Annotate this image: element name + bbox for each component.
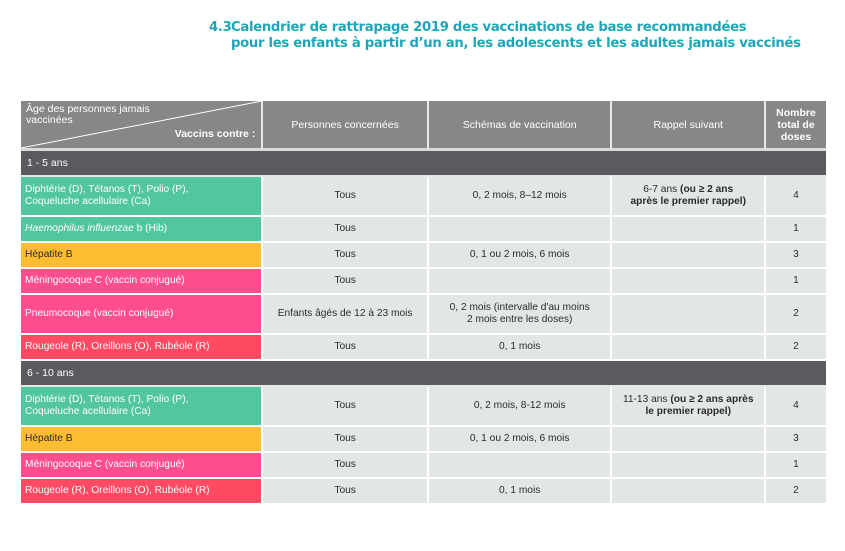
group-row: 1 - 5 ans — [21, 151, 826, 177]
table-row: Méningocoque C (vaccin conjugué) Tous 1 — [21, 269, 826, 295]
table-row: Rougeole (R), Oreillons (O), Rubéole (R)… — [21, 335, 826, 361]
doses-cell: 1 — [766, 453, 826, 479]
schema-cell — [428, 217, 613, 243]
rappel-cell — [612, 217, 767, 243]
rappel-cell — [612, 243, 767, 269]
vaccine-cell: Hépatite B — [21, 427, 264, 453]
doses-cell: 2 — [766, 295, 826, 335]
schema-cell — [428, 269, 613, 295]
personnes-cell: Tous — [263, 269, 429, 295]
rappel-cell — [612, 453, 767, 479]
header-personnes: Personnes concernées — [263, 101, 429, 151]
table-header-row: Âge des personnes jamais vaccinées Vacci… — [21, 101, 826, 151]
doses-cell: 4 — [766, 177, 826, 217]
personnes-cell: Tous — [263, 177, 429, 217]
doses-cell: 2 — [766, 335, 826, 361]
schema-cell: 0, 2 mois, 8-12 mois — [428, 387, 613, 427]
vaccine-cell: Pneumocoque (vaccin conjugué) — [21, 295, 264, 335]
schema-cell: 0, 2 mois, 8–12 mois — [428, 177, 613, 217]
table-row: Hépatite B Tous 0, 1 ou 2 mois, 6 mois 3 — [21, 427, 826, 453]
personnes-cell: Tous — [263, 387, 429, 427]
doses-cell: 1 — [766, 269, 826, 295]
schema-cell: 0, 2 mois (intervalle d'au moins 2 mois … — [428, 295, 613, 335]
title-line-1: 4.3Calendrier de rattrapage 2019 des vac… — [209, 20, 747, 35]
doses-cell: 3 — [766, 243, 826, 269]
personnes-cell: Tous — [263, 479, 429, 505]
personnes-cell: Tous — [263, 217, 429, 243]
personnes-cell: Tous — [263, 335, 429, 361]
doses-cell: 3 — [766, 427, 826, 453]
rappel-cell: 6-7 ans (ou ≥ 2 ans après le premier rap… — [612, 177, 767, 217]
schema-cell: 0, 1 mois — [428, 479, 613, 505]
header-rappel: Rappel suivant — [612, 101, 767, 151]
section-number: 4.3 — [209, 20, 232, 35]
header-doses: Nombre total de doses — [766, 101, 826, 151]
table-row: Diphtérie (D), Tétanos (T), Polio (P), C… — [21, 387, 826, 427]
vaccine-cell: Méningocoque C (vaccin conjugué) — [21, 453, 264, 479]
table-row: Pneumocoque (vaccin conjugué) Enfants âg… — [21, 295, 826, 335]
vaccine-cell: Diphtérie (D), Tétanos (T), Polio (P), C… — [21, 387, 264, 427]
vaccine-cell: Rougeole (R), Oreillons (O), Rubéole (R) — [21, 479, 264, 505]
table-row: Diphtérie (D), Tétanos (T), Polio (P), C… — [21, 177, 826, 217]
personnes-cell: Tous — [263, 243, 429, 269]
rappel-cell — [612, 295, 767, 335]
page-title: 4.3Calendrier de rattrapage 2019 des vac… — [209, 20, 801, 52]
schema-cell — [428, 453, 613, 479]
header-schemas: Schémas de vaccination — [428, 101, 613, 151]
header-vaccins-label: Vaccins contre : — [174, 128, 256, 140]
group-row: 6 - 10 ans — [21, 361, 826, 387]
group-label: 6 - 10 ans — [21, 361, 826, 387]
schema-cell: 0, 1 ou 2 mois, 6 mois — [428, 243, 613, 269]
vaccination-table: Âge des personnes jamais vaccinées Vacci… — [21, 101, 826, 505]
doses-cell: 4 — [766, 387, 826, 427]
rappel-cell — [612, 427, 767, 453]
doses-cell: 2 — [766, 479, 826, 505]
vaccine-cell: Rougeole (R), Oreillons (O), Rubéole (R) — [21, 335, 264, 361]
personnes-cell: Tous — [263, 427, 429, 453]
vaccine-cell: Diphtérie (D), Tétanos (T), Polio (P), C… — [21, 177, 264, 217]
table-row: Haemophilus influenzae b (Hib) Tous 1 — [21, 217, 826, 243]
personnes-cell: Tous — [263, 453, 429, 479]
rappel-cell — [612, 269, 767, 295]
schema-cell: 0, 1 mois — [428, 335, 613, 361]
rappel-cell — [612, 479, 767, 505]
header-age-label: Âge des personnes jamais vaccinées — [26, 103, 150, 126]
table-row: Hépatite B Tous 0, 1 ou 2 mois, 6 mois 3 — [21, 243, 826, 269]
vaccine-cell: Hépatite B — [21, 243, 264, 269]
rappel-cell: 11-13 ans (ou ≥ 2 ans après le premier r… — [612, 387, 767, 427]
vaccine-cell: Méningocoque C (vaccin conjugué) — [21, 269, 264, 295]
diagonal-divider — [21, 101, 262, 148]
doses-cell: 1 — [766, 217, 826, 243]
group-label: 1 - 5 ans — [21, 151, 826, 177]
table-row: Rougeole (R), Oreillons (O), Rubéole (R)… — [21, 479, 826, 505]
table-row: Méningocoque C (vaccin conjugué) Tous 1 — [21, 453, 826, 479]
personnes-cell: Enfants âgés de 12 à 23 mois — [263, 295, 429, 335]
vaccine-cell: Haemophilus influenzae b (Hib) — [21, 217, 264, 243]
title-line-2: pour les enfants à partir d’un an, les a… — [231, 36, 801, 51]
schema-cell: 0, 1 ou 2 mois, 6 mois — [428, 427, 613, 453]
header-age-vaccins: Âge des personnes jamais vaccinées Vacci… — [21, 101, 264, 151]
rappel-cell — [612, 335, 767, 361]
